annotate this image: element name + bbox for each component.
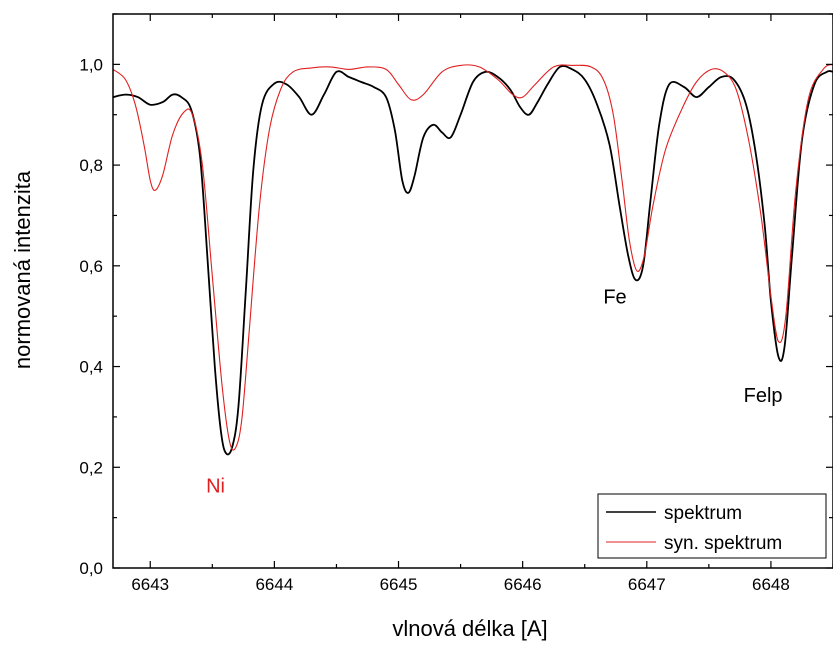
y-axis-title: normovaná intenzita: [10, 170, 35, 369]
legend-label-syn-spektrum: syn. spektrum: [664, 533, 782, 554]
x-tick-label-6647: 6647: [628, 575, 666, 594]
annotation-felp: Felp: [744, 385, 783, 407]
x-tick-label-6644: 6644: [255, 575, 293, 594]
y-tick-label-0.2: 0,2: [79, 458, 103, 477]
plot-frame: [112, 13, 833, 569]
x-tick-label-6646: 6646: [504, 575, 542, 594]
x-axis-title: vlnová délka [A]: [392, 616, 547, 641]
y-tick-label-0.4: 0,4: [79, 358, 103, 377]
y-tick-label-0.6: 0,6: [79, 257, 103, 276]
legend-label-spektrum: spektrum: [664, 503, 742, 524]
y-tick-label-0: 0,0: [79, 559, 103, 578]
legend-box: [597, 493, 827, 559]
series-line-spektrum: [113, 65, 833, 456]
annotation-fe: Fe: [603, 287, 626, 309]
series-line-syn-spektrum: [113, 63, 833, 451]
x-tick-label-6648: 6648: [752, 575, 790, 594]
annotation-ni: Ni: [206, 475, 225, 497]
x-tick-label-6643: 6643: [131, 575, 169, 594]
y-tick-label-1: 1,0: [79, 55, 103, 74]
y-tick-label-0.8: 0,8: [79, 156, 103, 175]
legend: spektrum syn. spektrum: [597, 493, 827, 559]
x-tick-label-6645: 6645: [380, 575, 418, 594]
